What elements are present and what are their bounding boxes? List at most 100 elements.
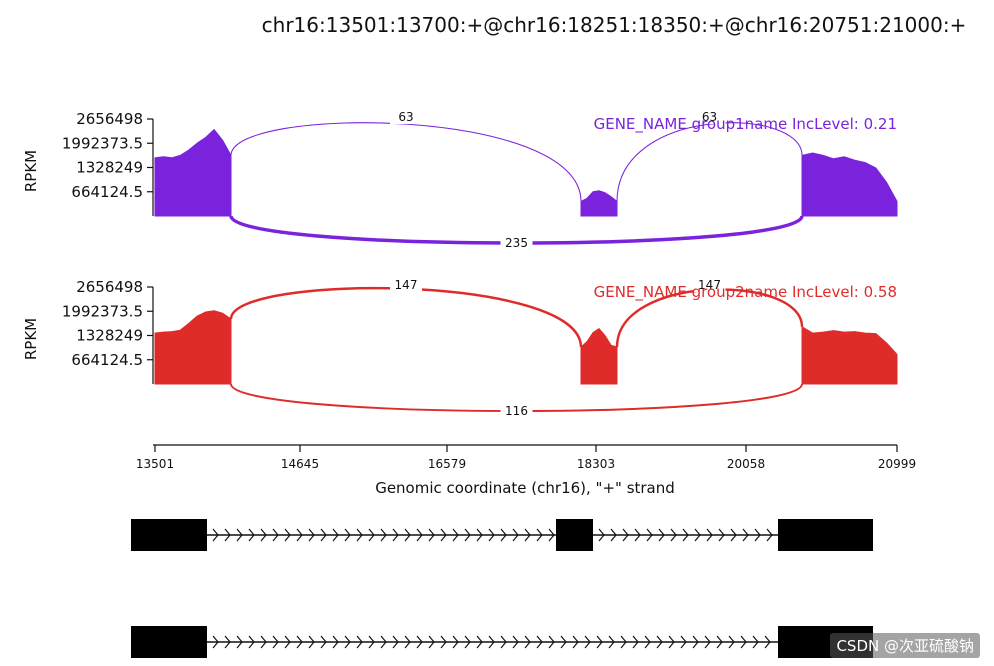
strand-chevron-icon	[706, 528, 713, 542]
strand-chevron-icon	[716, 635, 723, 649]
strand-chevron-icon	[620, 635, 627, 649]
strand-chevron-icon	[692, 635, 699, 649]
strand-chevron-icon	[704, 635, 711, 649]
isoform-exon-1	[131, 519, 207, 551]
strand-chevron-icon	[320, 528, 327, 542]
strand-chevron-icon	[260, 635, 267, 649]
plot-title: chr16:13501:13700:+@chr16:18251:18350:+@…	[262, 13, 967, 37]
strand-chevron-icon	[730, 528, 737, 542]
x-tick-label: 16579	[428, 457, 466, 471]
strand-chevron-icon	[404, 635, 411, 649]
y-tick-label: 1992373.5	[62, 302, 143, 320]
junction-count-bg	[390, 277, 422, 292]
strand-chevron-icon	[212, 635, 219, 649]
strand-chevron-icon	[500, 635, 507, 649]
strand-chevron-icon	[440, 528, 447, 542]
strand-chevron-icon	[572, 635, 579, 649]
coverage-exon-3	[801, 325, 898, 385]
strand-chevron-icon	[656, 635, 663, 649]
strand-chevron-icon	[380, 635, 387, 649]
junction-count-label: 147	[395, 278, 418, 292]
strand-chevron-icon	[308, 635, 315, 649]
strand-chevron-icon	[416, 528, 423, 542]
strand-chevron-icon	[728, 635, 735, 649]
strand-chevron-icon	[224, 528, 231, 542]
panel-label: GENE_NAME group2name IncLevel: 0.58	[594, 283, 897, 302]
strand-chevron-icon	[548, 528, 555, 542]
strand-chevron-icon	[598, 528, 605, 542]
strand-chevron-icon	[610, 528, 617, 542]
panel-group1: 2656498 1992373.5 1328249 664124.5 RPKM 63 63 2…	[22, 109, 898, 250]
x-tick-label: 20058	[727, 457, 765, 471]
strand-chevron-icon	[536, 635, 543, 649]
strand-chevron-icon	[500, 528, 507, 542]
strand-chevron-icon	[488, 635, 495, 649]
strand-chevron-icon	[668, 635, 675, 649]
strand-chevron-icon	[272, 635, 279, 649]
strand-chevron-icon	[248, 528, 255, 542]
strand-chevron-icon	[284, 528, 291, 542]
strand-chevron-icon	[634, 528, 641, 542]
strand-chevron-icon	[308, 528, 315, 542]
x-tick-label: 13501	[136, 457, 174, 471]
strand-chevron-icon	[524, 635, 531, 649]
y-tick-label: 664124.5	[71, 183, 143, 201]
strand-chevron-icon	[296, 635, 303, 649]
strand-chevron-icon	[670, 528, 677, 542]
strand-chevron-icon	[658, 528, 665, 542]
y-axis-label: RPKM	[22, 318, 40, 360]
coverage-exon-2	[580, 328, 618, 385]
strand-chevron-icon	[416, 635, 423, 649]
isoform-tracks	[131, 519, 873, 658]
x-axis: 13501 14645 16579 18303 20058 20999	[136, 444, 916, 471]
junction-arc-1	[230, 122, 582, 202]
strand-chevron-icon	[428, 635, 435, 649]
strand-chevron-icon	[644, 635, 651, 649]
strand-chevron-icon	[488, 528, 495, 542]
strand-chevron-icon	[284, 635, 291, 649]
y-tick-label: 2656498	[76, 278, 143, 296]
strand-chevron-icon	[718, 528, 725, 542]
strand-chevron-icon	[622, 528, 629, 542]
isoform-exon-2	[556, 519, 593, 551]
coverage-exon-1	[154, 128, 232, 217]
strand-chevron-icon	[392, 635, 399, 649]
panel-label: GENE_NAME group1name IncLevel: 0.21	[594, 115, 897, 134]
x-axis-label: Genomic coordinate (chr16), "+" strand	[375, 479, 675, 497]
strand-chevron-icon	[740, 635, 747, 649]
panel-group2: 2656498 1992373.5 1328249 664124.5 RPKM 147 14…	[22, 277, 898, 418]
junction-count-label: 147	[698, 278, 721, 292]
isoform-exon-1	[131, 626, 207, 658]
strand-chevron-icon	[332, 635, 339, 649]
strand-chevron-icon	[512, 635, 519, 649]
strand-chevron-icon	[584, 635, 591, 649]
strand-chevron-icon	[646, 528, 653, 542]
junction-count-bg	[693, 109, 726, 124]
junction-arc-1	[229, 286, 583, 348]
strand-chevron-icon	[344, 528, 351, 542]
strand-chevron-icon	[694, 528, 701, 542]
strand-chevron-icon	[524, 528, 531, 542]
strand-chevron-icon	[224, 635, 231, 649]
coverage-exon-3	[801, 152, 898, 217]
strand-chevron-icon	[766, 528, 773, 542]
junction-count-bg	[500, 403, 533, 418]
strand-chevron-icon	[428, 528, 435, 542]
y-tick-label: 664124.5	[71, 351, 143, 369]
junction-count-bg	[500, 235, 533, 250]
x-tick-label: 20999	[878, 457, 916, 471]
strand-chevron-icon	[632, 635, 639, 649]
strand-chevron-icon	[248, 635, 255, 649]
junction-arc-2	[616, 122, 803, 202]
strand-chevron-icon	[476, 635, 483, 649]
strand-chevron-icon	[320, 635, 327, 649]
y-tick-label: 1992373.5	[62, 134, 143, 152]
junction-count-label: 116	[505, 404, 528, 418]
strand-chevron-icon	[356, 528, 363, 542]
strand-chevron-icon	[440, 635, 447, 649]
strand-chevron-icon	[764, 635, 771, 649]
strand-chevron-icon	[344, 635, 351, 649]
strand-chevron-icon	[680, 635, 687, 649]
strand-chevron-icon	[332, 528, 339, 542]
